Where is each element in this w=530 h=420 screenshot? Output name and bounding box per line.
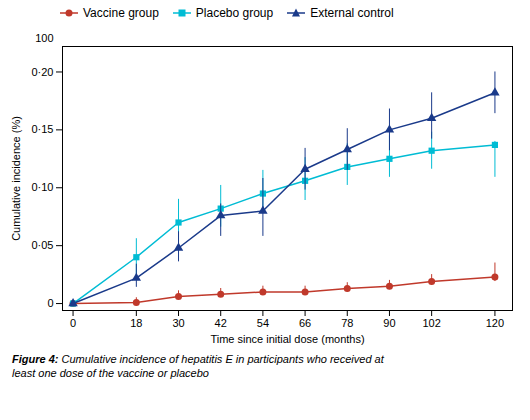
svg-text:18: 18	[130, 317, 142, 329]
svg-text:90: 90	[383, 317, 395, 329]
svg-text:0·15: 0·15	[31, 123, 53, 135]
svg-text:Cumulative incidence (%): Cumulative incidence (%)	[10, 116, 22, 241]
svg-text:0·10: 0·10	[31, 181, 53, 193]
html-text:External control: External control	[310, 6, 394, 20]
svg-text:0: 0	[47, 297, 53, 309]
html-text:Placebo group: Placebo group	[195, 6, 274, 20]
svg-text:54: 54	[257, 317, 269, 329]
svg-text:0: 0	[70, 317, 76, 329]
svg-text:102: 102	[422, 317, 440, 329]
svg-text:66: 66	[299, 317, 311, 329]
svg-text:78: 78	[341, 317, 353, 329]
html-text:Vaccine group: Vaccine group	[83, 6, 159, 20]
svg-text:42: 42	[215, 317, 227, 329]
svg-text:30: 30	[172, 317, 184, 329]
svg-text:120: 120	[486, 317, 504, 329]
svg-text:0·20: 0·20	[31, 65, 53, 77]
svg-text:Time since initial dose (month: Time since initial dose (months)	[210, 333, 364, 345]
html-text:Figure 4: Cumulative incidence: Figure 4: Cumulative incidence of hepati…	[12, 353, 384, 380]
svg-text:100: 100	[35, 32, 53, 44]
svg-text:0·05: 0·05	[31, 239, 53, 251]
